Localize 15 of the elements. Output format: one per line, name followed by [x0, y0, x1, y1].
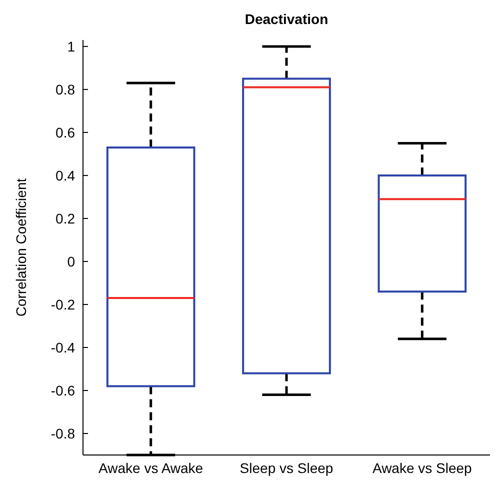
y-tick-label: -0.6	[50, 382, 76, 398]
y-tick-label: 0.4	[56, 167, 76, 184]
y-tick-label: -0.2	[50, 296, 76, 312]
x-tick-label: Awake vs Sleep	[372, 460, 472, 476]
y-axis-title: Correlation Coefficient	[13, 178, 29, 317]
y-tick-label: -0.4	[50, 339, 76, 356]
x-tick-label: Awake vs Awake	[98, 460, 204, 476]
y-tick-label: 0	[67, 253, 76, 270]
y-tick-label: 1	[67, 38, 76, 54]
y-tick-label: 0.6	[56, 124, 76, 140]
y-tick-label: 0.8	[56, 81, 76, 98]
chart-title: Deactivation	[244, 11, 328, 27]
x-tick-label: Sleep vs Sleep	[240, 460, 334, 476]
y-tick-label: -0.8	[50, 425, 76, 442]
y-tick-label: 0.2	[56, 210, 76, 226]
